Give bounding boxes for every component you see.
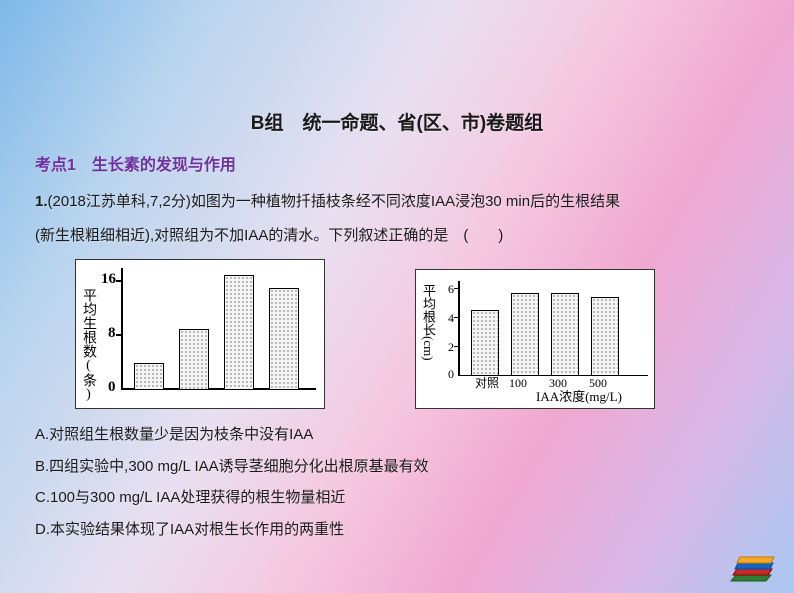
chart1-bar-2	[224, 275, 254, 390]
kaodian-heading: 考点1 生长素的发现与作用	[35, 151, 759, 175]
chart-left: 平均生根数(条) 0 8 16	[75, 259, 325, 409]
group-title: B组 统一命题、省(区、市)卷题组	[35, 108, 759, 135]
option-d: D.本实验结果体现了IAA对根生长作用的两重性	[35, 514, 759, 546]
chart2-tick-4	[454, 317, 459, 318]
books-stack-icon	[726, 543, 776, 588]
chart2-tick-2	[454, 346, 459, 347]
chart2-bar-3	[591, 297, 619, 376]
chart1-bar-1	[179, 329, 209, 390]
question-stem-1: 如图为一种植物扦插枝条经不同浓度IAA浸泡30 min后的生根结果	[191, 193, 620, 210]
chart2-y-axis	[458, 281, 460, 376]
chart2-ytick-2: 4	[448, 311, 454, 326]
chart1-bar-0	[134, 363, 164, 390]
chart1-tick-8	[116, 334, 122, 336]
chart2-bar-2	[551, 293, 579, 376]
chart-right: 平均根长(cm) 0 2 4 6 对照100300500 IAA浓度(mg/L)	[415, 269, 655, 409]
chart2-ytick-1: 2	[448, 340, 454, 355]
chart1-tick-16	[116, 280, 122, 282]
chart2-ytick-0: 0	[448, 367, 454, 382]
question-line-1: 1.(2018江苏单科,7,2分)如图为一种植物扦插枝条经不同浓度IAA浸泡30…	[35, 187, 759, 217]
chart1-ylabel: 平均生根数(条)	[78, 288, 98, 402]
chart1-bar-3	[269, 288, 299, 390]
chart1-ytick-2: 16	[101, 271, 116, 288]
chart2-ylabel: 平均根长(cm)	[419, 284, 438, 361]
chart2-xlabel-0: 对照	[475, 374, 499, 391]
chart1-ytick-0: 0	[108, 379, 116, 396]
option-c: C.100与300 mg/L IAA处理获得的根生物量相近	[35, 482, 759, 514]
chart2-bar-0	[471, 310, 499, 376]
option-b: B.四组实验中,300 mg/L IAA诱导茎细胞分化出根原基最有效	[35, 451, 759, 483]
chart1-ytick-1: 8	[108, 325, 116, 342]
chart2-xlabel: IAA浓度(mg/L)	[536, 386, 622, 405]
question-source: (2018江苏单科,7,2分)	[48, 193, 191, 210]
chart2-xlabel-1: 100	[509, 376, 527, 391]
chart2-tick-6	[454, 288, 459, 289]
options-block: A.对照组生根数量少是因为枝条中没有IAA B.四组实验中,300 mg/L I…	[35, 419, 759, 545]
chart1-y-axis	[121, 268, 123, 390]
question-number: 1.	[35, 193, 48, 210]
chart2-ytick-3: 6	[448, 282, 454, 297]
question-line-2: (新生根粗细相近),对照组为不加IAA的清水。下列叙述正确的是 ( )	[35, 221, 759, 251]
charts-row: 平均生根数(条) 0 8 16 平均根长(cm) 0 2 4 6 对照10030…	[75, 259, 759, 409]
chart2-bar-1	[511, 293, 539, 376]
option-a: A.对照组生根数量少是因为枝条中没有IAA	[35, 419, 759, 451]
